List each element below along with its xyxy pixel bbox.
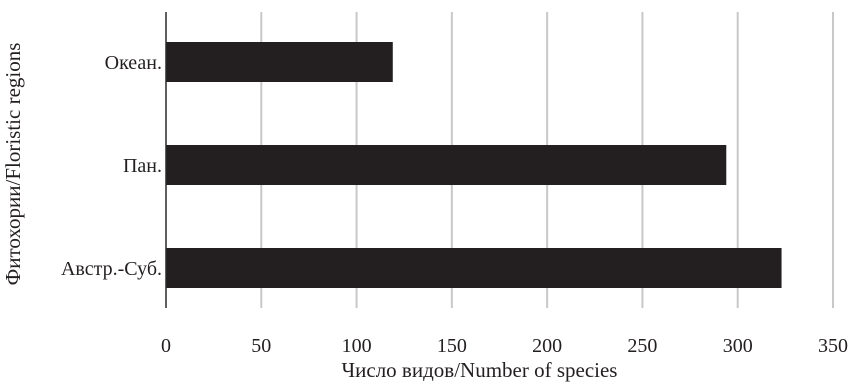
bar-3: [166, 248, 782, 288]
x-tick-label-250: 250: [627, 335, 657, 357]
bars: [166, 42, 782, 288]
x-tick-label-50: 50: [251, 335, 271, 357]
x-tick-label-300: 300: [723, 335, 753, 357]
x-tick-label-0: 0: [161, 335, 171, 357]
category-labels: Океан. Пан. Австр.-Суб.: [61, 52, 162, 280]
x-tick-label-200: 200: [532, 335, 562, 357]
bar-2: [166, 145, 727, 185]
x-tick-label-150: 150: [437, 335, 467, 357]
category-label-1: Океан.: [105, 52, 162, 74]
category-label-3: Австр.-Суб.: [61, 258, 162, 280]
x-tick-labels: 0 50 100 150 200 250 300 350: [161, 335, 848, 357]
bar-1: [166, 42, 393, 82]
x-tick-label-350: 350: [818, 335, 848, 357]
x-axis-title: Число видов/Number of species: [342, 358, 618, 382]
x-tick-label-100: 100: [342, 335, 372, 357]
category-label-2: Пан.: [123, 155, 162, 177]
y-axis-title: Фитохории/Floristic regions: [1, 43, 25, 286]
